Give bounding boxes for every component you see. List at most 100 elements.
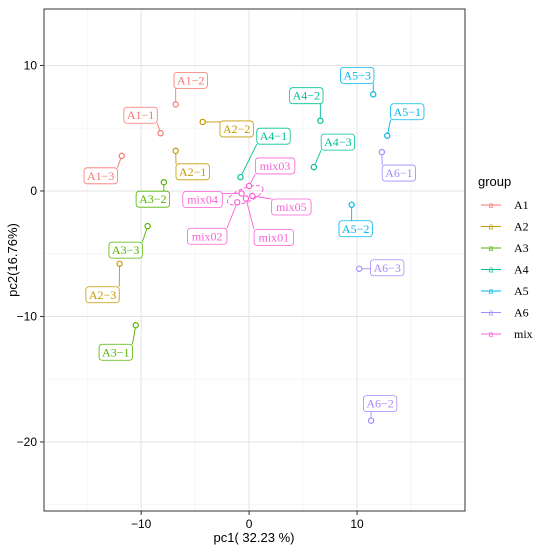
point-label-box — [182, 191, 223, 208]
point-label: A2−3 — [89, 288, 116, 302]
data-point — [172, 101, 179, 108]
data-point — [348, 201, 355, 208]
point-label: A2−1 — [179, 165, 206, 179]
label-connector — [245, 198, 255, 230]
point-label: A3−3 — [112, 243, 139, 257]
legend-label: A2 — [514, 220, 529, 234]
data-point — [249, 192, 256, 200]
y-axis-title: pc2(16.76%) — [5, 223, 20, 297]
point-label: A6−1 — [385, 166, 412, 180]
legend-key-glyph: a — [489, 264, 494, 276]
data-point — [242, 195, 250, 202]
data-points — [116, 91, 391, 424]
data-point — [234, 199, 241, 206]
point-label: A5−3 — [344, 68, 371, 82]
point-label-box — [254, 157, 296, 175]
mix-group-ellipse — [226, 185, 264, 206]
label-connector — [132, 325, 137, 345]
point-label-box — [370, 259, 405, 277]
legend-items: a A1 a A2 a A3 a A4 a A5 a A6 a mix — [481, 198, 533, 341]
data-point — [238, 190, 245, 197]
legend-label: A3 — [514, 241, 529, 255]
point-label-box — [98, 343, 133, 361]
data-point — [367, 417, 375, 424]
point-label: A3−1 — [102, 345, 129, 359]
point-label: mix04 — [187, 192, 218, 206]
legend-key-glyph: a — [489, 307, 494, 319]
point-label: A6−2 — [366, 397, 393, 411]
point-label: A4−1 — [260, 129, 287, 143]
x-tick-label: −10 — [131, 517, 152, 531]
data-point — [118, 152, 125, 160]
data-point — [310, 163, 318, 171]
data-point — [378, 148, 386, 156]
label-connector — [252, 195, 272, 200]
point-label: mix05 — [276, 200, 307, 214]
legend-label: mix — [514, 327, 533, 341]
point-label-box — [289, 87, 324, 105]
point-label-box — [135, 190, 170, 208]
label-connector — [240, 143, 258, 178]
data-point — [172, 147, 179, 155]
point-labels: A1−1 A1−2 A1−3 A2−1 A2−2 A2−3 A3−1 A3−2 A3−3 A4−1… — [83, 66, 425, 413]
point-label-box — [320, 133, 355, 151]
point-label: A4−2 — [293, 89, 320, 103]
legend: group a A1 a A2 a A3 a A4 a A5 a A6 a mix — [478, 174, 533, 341]
point-label-box — [253, 229, 295, 246]
data-point — [245, 182, 253, 190]
point-label-box — [175, 163, 210, 181]
label-connector — [226, 202, 238, 229]
point-label: A1−2 — [177, 73, 204, 87]
data-point — [370, 91, 377, 98]
data-point — [157, 130, 164, 137]
point-label: A4−3 — [324, 135, 351, 149]
plot-border — [43, 8, 466, 512]
legend-label: A1 — [514, 198, 529, 212]
point-label-box — [123, 106, 158, 124]
point-label-box — [271, 198, 312, 216]
point-label-box — [256, 127, 291, 145]
y-tick-label: 0 — [30, 184, 37, 198]
point-label: A5−1 — [394, 105, 421, 119]
point-label-box — [390, 103, 425, 121]
point-label-box — [219, 120, 254, 138]
legend-key-glyph: a — [489, 221, 494, 233]
point-label: mix01 — [259, 231, 290, 245]
legend-title: group — [478, 174, 511, 189]
data-point — [356, 265, 363, 272]
point-label: A6−3 — [373, 261, 400, 275]
legend-key-glyph: a — [489, 199, 494, 211]
data-point — [132, 322, 139, 329]
point-label-box — [83, 167, 118, 185]
point-label: A5−2 — [342, 222, 369, 236]
point-label-box — [173, 71, 208, 89]
point-label-box — [187, 227, 228, 245]
data-point — [116, 260, 123, 267]
data-point — [384, 132, 391, 139]
data-point — [237, 173, 244, 181]
data-point — [317, 117, 324, 124]
point-label-box — [108, 241, 143, 259]
point-label: A3−2 — [139, 192, 166, 206]
data-point — [144, 222, 151, 230]
data-point — [160, 178, 168, 186]
y-tick-label: 10 — [24, 58, 38, 72]
point-label-box — [381, 164, 416, 182]
axis-ticks: −10 0 10 −20 −10 0 10 — [17, 58, 364, 531]
legend-key-glyph: a — [489, 242, 494, 254]
point-label: mix03 — [260, 159, 291, 173]
legend-label: A5 — [514, 284, 529, 298]
y-tick-label: −10 — [17, 309, 38, 323]
point-label: A1−1 — [127, 108, 154, 122]
x-axis-title: pc1( 32.23 %) — [214, 530, 295, 545]
legend-label: A6 — [514, 306, 529, 320]
x-tick-label: 0 — [246, 517, 253, 531]
point-label: mix02 — [192, 229, 223, 243]
y-tick-label: −20 — [17, 435, 38, 449]
point-label: A1−3 — [87, 169, 114, 183]
legend-key-glyph: a — [489, 285, 494, 297]
point-label: A2−2 — [223, 122, 250, 136]
x-tick-label: 10 — [350, 517, 364, 531]
point-label-box — [362, 395, 398, 413]
